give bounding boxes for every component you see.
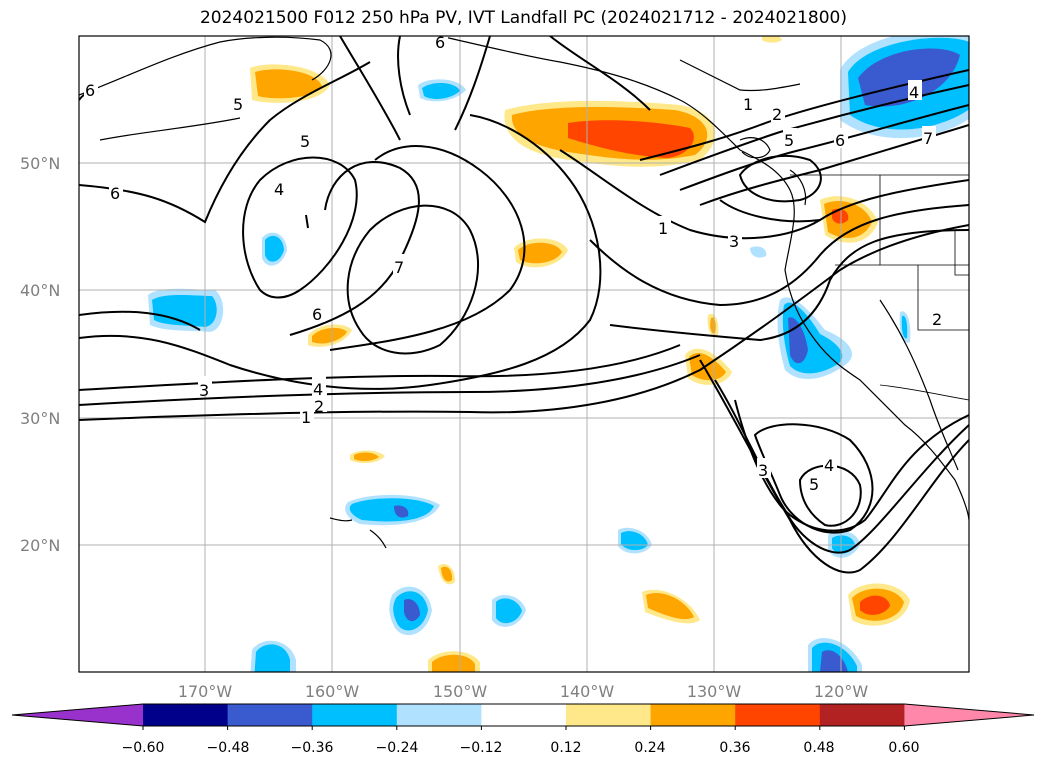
colorbar-tick-label: 0.12 <box>550 740 581 756</box>
lon-label: 140°W <box>560 682 615 701</box>
colorbar-tick-label: 0.36 <box>719 740 750 756</box>
colorbar <box>11 703 1035 730</box>
colorbar-bin <box>735 704 821 726</box>
contour-label: 5 <box>233 95 243 114</box>
contour-label: 6 <box>835 131 845 150</box>
contour-label: 1 <box>743 95 753 114</box>
lat-label: 20°N <box>20 536 60 555</box>
colorbar-bin <box>650 704 736 726</box>
lon-label: 150°W <box>433 682 488 701</box>
contour-label: 6 <box>435 33 445 52</box>
lat-label: 40°N <box>20 281 60 300</box>
colorbar-bin <box>143 704 229 726</box>
lon-label: 120°W <box>814 682 869 701</box>
colorbar-extend-low <box>12 704 143 726</box>
contour-label: 7 <box>923 129 933 148</box>
colorbar-extend-high <box>904 704 1034 726</box>
map-frame <box>78 35 970 673</box>
colorbar-tick-label: 0.48 <box>803 740 834 756</box>
colorbar-bin <box>312 704 398 726</box>
colorbar-bin <box>481 704 567 726</box>
contour-label: 4 <box>824 456 834 475</box>
lat-label: 30°N <box>20 409 60 428</box>
contour-label: 3 <box>729 232 739 251</box>
colorbar-tick-label: −0.24 <box>376 740 419 756</box>
colorbar-tick-label: −0.12 <box>460 740 503 756</box>
contour-label: 3 <box>199 381 209 400</box>
contour-label: 4 <box>274 180 284 199</box>
contour-labels: 1 2 3 4 5 6 7 4 5 6 1 2 5 6 4 7 1 3 6 <box>84 30 945 494</box>
contour-label: 5 <box>300 132 310 151</box>
contour-label: 7 <box>394 258 404 277</box>
colorbar-bin <box>566 704 652 726</box>
contour-label: 2 <box>772 105 782 124</box>
colorbar-tick-label: 0.60 <box>888 740 919 756</box>
contour-label: 6 <box>85 81 95 100</box>
colorbar-tick-label: −0.60 <box>122 740 165 756</box>
contour-label: 1 <box>301 408 311 427</box>
lat-label: 50°N <box>20 154 60 173</box>
map-title: 2024021500 F012 250 hPa PV, IVT Landfall… <box>199 8 847 28</box>
latitude-labels: 50°N 40°N 30°N 20°N <box>20 154 60 555</box>
contour-label: 2 <box>314 397 324 416</box>
colorbar-bin <box>819 704 905 726</box>
contour-label: 4 <box>909 83 919 102</box>
lon-label: 170°W <box>178 682 233 701</box>
contour-label: 6 <box>110 184 120 203</box>
lon-label: 130°W <box>687 682 742 701</box>
colorbar-tick-label: 0.24 <box>634 740 665 756</box>
contour-label: 5 <box>809 475 819 494</box>
colorbar-bin <box>396 704 482 726</box>
colorbar-bin <box>227 704 313 726</box>
contour-label: 5 <box>784 131 794 150</box>
colorbar-tick-label: −0.48 <box>207 740 250 756</box>
contour-label: 3 <box>758 461 768 480</box>
colorbar-tick-label: −0.36 <box>291 740 334 756</box>
longitude-labels: 170°W 160°W 150°W 140°W 130°W 120°W <box>178 682 869 701</box>
contour-label: 1 <box>658 219 668 238</box>
lon-label: 160°W <box>305 682 360 701</box>
contour-label: 2 <box>932 310 942 329</box>
colorbar-ticks: −0.60 −0.48 −0.36 −0.24 −0.12 0.12 0.24 … <box>122 740 920 756</box>
contour-label: 4 <box>313 380 323 399</box>
contour-label: 6 <box>312 305 322 324</box>
